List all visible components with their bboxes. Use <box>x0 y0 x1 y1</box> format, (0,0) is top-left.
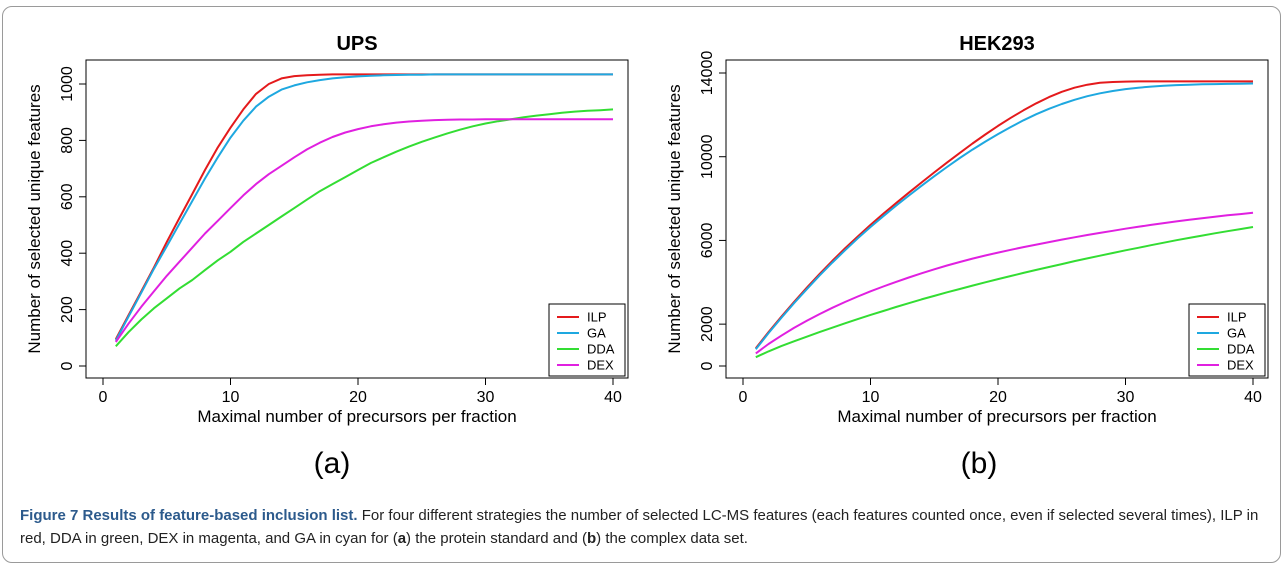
series-line-dex <box>114 118 613 343</box>
caption-lead: Figure 7 Results of feature-based inclus… <box>20 507 358 524</box>
panel-tag-b: (b) <box>960 447 998 480</box>
series-line-ga <box>755 82 1254 350</box>
caption-text-3: ) the complex data set. <box>596 530 748 547</box>
y-tick-label: 800 <box>59 127 76 154</box>
legend-label-ilp: ILP <box>1227 310 1247 325</box>
caption-text-1: For four different strategies the number… <box>20 507 1259 547</box>
x-tick-label: 20 <box>349 389 367 406</box>
legend-label-dda: DDA <box>587 342 615 357</box>
legend-label-dda: DDA <box>1227 342 1255 357</box>
caption-ref-a: a <box>397 530 407 547</box>
legend-label-ga: GA <box>1227 326 1246 341</box>
x-tick-label: 0 <box>99 389 108 406</box>
legend-label-ga: GA <box>587 326 606 341</box>
y-tick-label: 10000 <box>699 134 716 179</box>
y-axis-label: Number of selected unique features <box>25 84 44 353</box>
figure-caption: Figure 7 Results of feature-based inclus… <box>20 504 1270 550</box>
series-line-dex <box>755 211 1254 355</box>
caption-text-2: ) the protein standard and ( <box>406 530 587 547</box>
legend-label-dex: DEX <box>587 358 614 373</box>
y-tick-label: 600 <box>59 183 76 210</box>
x-tick-label: 30 <box>477 389 495 406</box>
y-tick-label: 2000 <box>699 306 716 342</box>
series-line-ilp <box>755 80 1253 349</box>
chart-ups: UPS 0 10 20 30 40 Maximal number of precursors… <box>25 33 629 426</box>
plot-frame <box>85 59 629 379</box>
x-axis-label: Maximal number of precursors per fractio… <box>197 407 516 426</box>
y-tick-label: 0 <box>59 361 76 370</box>
series-line-ga <box>114 73 613 342</box>
x-tick-label: 20 <box>989 389 1007 406</box>
series-line-dda <box>755 226 1254 359</box>
x-tick-label: 30 <box>1117 389 1135 406</box>
y-tick-label: 1000 <box>59 66 76 102</box>
figure-frame <box>2 6 1281 563</box>
x-axis-label: Maximal number of precursors per fractio… <box>837 407 1156 426</box>
y-tick-label: 400 <box>59 240 76 267</box>
legend-label-dex: DEX <box>1227 358 1254 373</box>
y-axis-label: Number of selected unique features <box>665 84 684 353</box>
y-tick-label: 14000 <box>699 51 716 96</box>
chart-hek293: HEK293 0 10 20 30 40 Maximal number of precurs… <box>665 33 1269 426</box>
series-line-dda <box>115 108 614 347</box>
y-tick-label: 200 <box>59 296 76 323</box>
y-tick-label: 6000 <box>699 223 716 259</box>
x-tick-label: 40 <box>604 389 622 406</box>
x-tick-label: 40 <box>1244 389 1262 406</box>
y-tick-label: 0 <box>699 361 716 370</box>
series-line-ilp <box>114 73 613 340</box>
plot-frame <box>725 59 1269 379</box>
panel-tag-a: (a) <box>313 447 351 480</box>
x-tick-label: 10 <box>222 389 240 406</box>
x-tick-label: 10 <box>862 389 880 406</box>
chart-title: UPS <box>336 33 377 55</box>
caption-ref-b: b <box>587 530 597 547</box>
chart-title: HEK293 <box>959 33 1035 55</box>
legend-label-ilp: ILP <box>587 310 607 325</box>
x-tick-label: 0 <box>739 389 748 406</box>
